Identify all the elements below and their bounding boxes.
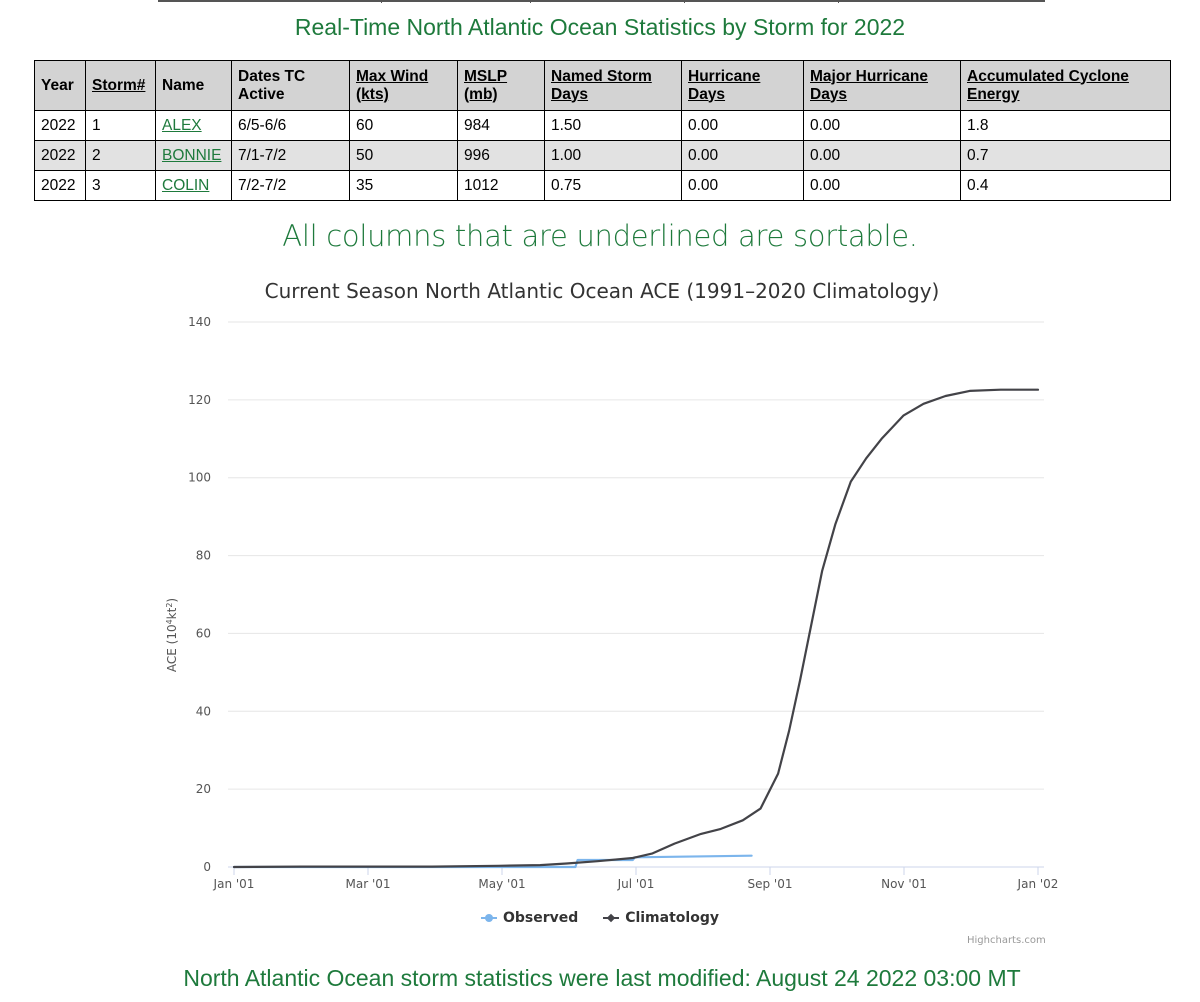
cell-dates: 6/5-6/6 xyxy=(231,110,350,141)
x-tick-label: Jul '01 xyxy=(617,877,655,891)
table-row: 2022 1 ALEX 6/5-6/6 60 984 1.50 0.00 0.0… xyxy=(34,110,1171,141)
y-tick-label: 20 xyxy=(196,782,211,796)
header-major-hurricane-days[interactable]: Major Hurricane Days xyxy=(803,60,961,111)
cell-mslp: 1012 xyxy=(457,170,545,201)
highcharts-credits[interactable]: Highcharts.com xyxy=(967,935,1046,946)
cell-named-storm-days: 1.00 xyxy=(544,140,682,171)
y-tick-label: 120 xyxy=(188,393,211,407)
cell-hurricane-days: 0.00 xyxy=(681,170,804,201)
table-header-row: Year Storm# Name Dates TC Active Max Win… xyxy=(34,60,1171,111)
cell-hurricane-days: 0.00 xyxy=(681,140,804,171)
cell-named-storm-days: 1.50 xyxy=(544,110,682,141)
table-row: 2022 2 BONNIE 7/1-7/2 50 996 1.00 0.00 0… xyxy=(34,140,1171,171)
y-tick-label: 80 xyxy=(196,549,211,563)
legend-observed-icon xyxy=(481,913,497,923)
ace-chart: 0 20 40 60 80 100 120 140 Jan '01 Mar '01 May '01… xyxy=(165,315,1059,891)
page-title: Real-Time North Atlantic Ocean Statistic… xyxy=(294,14,906,40)
legend-item-observed[interactable]: Observed xyxy=(481,910,578,926)
cell-ace: 0.7 xyxy=(960,140,1171,171)
header-named-storm-days[interactable]: Named Storm Days xyxy=(544,60,682,111)
header-hurricane-days[interactable]: Hurricane Days xyxy=(681,60,804,111)
x-axis-ticks: Jan '01 Mar '01 May '01 Jul '01 Sep '01 Nov '… xyxy=(213,867,1059,891)
cell-major-hurricane-days: 0.00 xyxy=(803,170,961,201)
y-tick-label: 140 xyxy=(188,315,211,329)
cell-hurricane-days: 0.00 xyxy=(681,110,804,141)
y-axis-ticks: 0 20 40 60 80 100 120 140 xyxy=(188,315,211,874)
cell-storm-number: 3 xyxy=(85,170,156,201)
header-name: Name xyxy=(155,60,232,111)
cell-storm-number: 1 xyxy=(85,110,156,141)
cell-named-storm-days: 0.75 xyxy=(544,170,682,201)
cell-major-hurricane-days: 0.00 xyxy=(803,110,961,141)
x-tick-label: May '01 xyxy=(478,877,525,891)
header-max-wind[interactable]: Max Wind (kts) xyxy=(349,60,458,111)
chart-series xyxy=(232,388,1040,869)
legend-label-observed: Observed xyxy=(503,910,579,926)
chart-title: Current Season North Atlantic Ocean ACE … xyxy=(264,279,940,303)
header-year: Year xyxy=(34,60,86,111)
storm-link-alex[interactable]: ALEX xyxy=(162,116,202,134)
cell-max-wind: 35 xyxy=(349,170,458,201)
cell-year: 2022 xyxy=(34,170,86,201)
cell-year: 2022 xyxy=(34,140,86,171)
x-tick-label: Jan '02 xyxy=(1017,877,1059,891)
x-tick-label: Nov '01 xyxy=(881,877,927,891)
cell-max-wind: 50 xyxy=(349,140,458,171)
chart-legend: Observed Climatology xyxy=(0,910,1200,927)
cell-mslp: 996 xyxy=(457,140,545,171)
last-modified-note: North Atlantic Ocean storm statistics we… xyxy=(183,965,1021,991)
header-storm-number[interactable]: Storm# xyxy=(85,60,156,111)
legend-climatology-icon xyxy=(603,913,620,923)
cell-dates: 7/1-7/2 xyxy=(231,140,350,171)
series-line-climatology[interactable] xyxy=(232,388,1040,869)
legend-label-climatology: Climatology xyxy=(625,910,719,926)
storm-statistics-table: Year Storm# Name Dates TC Active Max Win… xyxy=(34,60,1171,201)
storm-link-colin[interactable]: COLIN xyxy=(162,176,210,194)
top-rule xyxy=(158,0,1045,2)
y-tick-label: 100 xyxy=(188,471,211,485)
cell-year: 2022 xyxy=(34,110,86,141)
sortable-columns-note: All columns that are underlined are sort… xyxy=(282,219,918,253)
y-axis-label: ACE (104kt2) xyxy=(165,598,180,672)
cell-max-wind: 60 xyxy=(349,110,458,141)
x-tick-label: Jan '01 xyxy=(213,877,255,891)
header-mslp[interactable]: MSLP (mb) xyxy=(457,60,545,111)
cell-dates: 7/2-7/2 xyxy=(231,170,350,201)
cell-mslp: 984 xyxy=(457,110,545,141)
cell-name: COLIN xyxy=(155,170,232,201)
x-tick-label: Sep '01 xyxy=(748,877,793,891)
header-ace[interactable]: Accumulated Cyclone Energy xyxy=(960,60,1171,111)
cell-name: BONNIE xyxy=(155,140,232,171)
x-tick-label: Mar '01 xyxy=(345,877,390,891)
storm-link-bonnie[interactable]: BONNIE xyxy=(162,146,222,164)
cell-ace: 1.8 xyxy=(960,110,1171,141)
cell-ace: 0.4 xyxy=(960,170,1171,201)
cell-major-hurricane-days: 0.00 xyxy=(803,140,961,171)
cell-name: ALEX xyxy=(155,110,232,141)
table-row: 2022 3 COLIN 7/2-7/2 35 1012 0.75 0.00 0… xyxy=(34,170,1171,201)
y-tick-label: 0 xyxy=(203,860,211,874)
header-dates: Dates TC Active xyxy=(231,60,350,111)
y-tick-label: 60 xyxy=(196,626,211,640)
cell-storm-number: 2 xyxy=(85,140,156,171)
y-tick-label: 40 xyxy=(196,704,211,718)
legend-item-climatology[interactable]: Climatology xyxy=(603,910,719,926)
